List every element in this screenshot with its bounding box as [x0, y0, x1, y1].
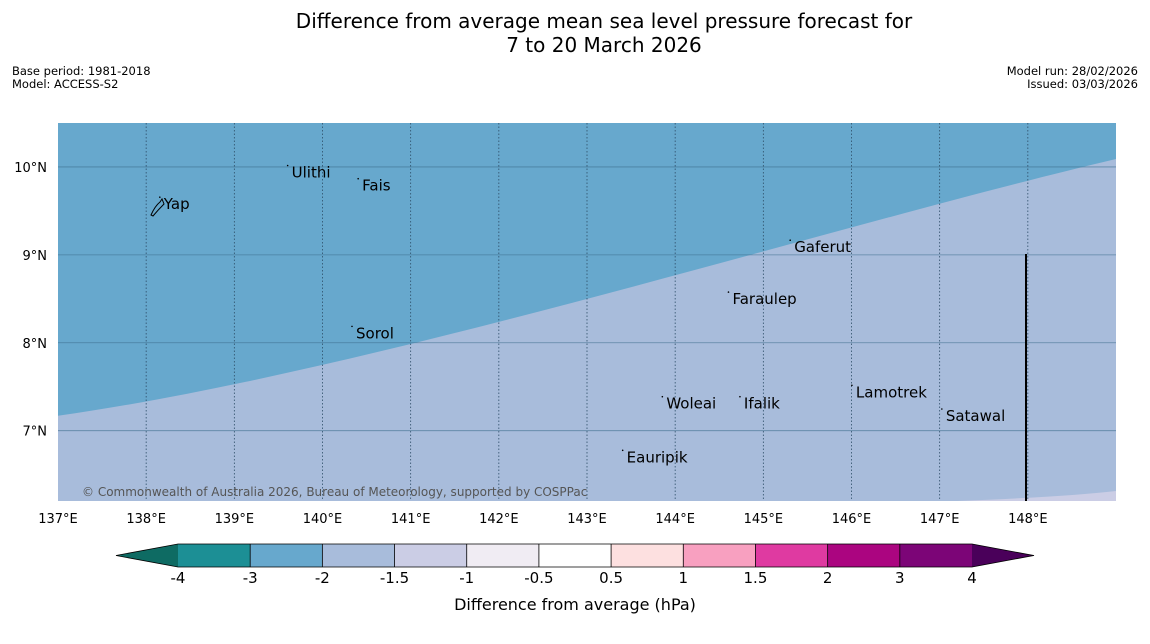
place-marker [941, 408, 943, 410]
colorbar-cell [683, 544, 756, 567]
run-info: Model run: 28/02/2026 Issued: 03/03/2026 [1007, 65, 1138, 91]
place-label: Sorol [356, 324, 394, 342]
place-marker [851, 384, 853, 387]
map-panel: Yap Ulithi Fais Gaferut Faraulep Sorol Lamotre… [58, 123, 1116, 501]
colorbar-cell [611, 544, 684, 567]
latitude-tick-label: 8°N [23, 337, 48, 352]
colorbar-cell [322, 544, 395, 567]
place-label: Eauripik [627, 448, 688, 466]
colorbar-cell [827, 544, 900, 567]
model-text: Model: ACCESS-S2 [12, 77, 119, 91]
longitude-tick-label: 141°E [391, 512, 431, 527]
graticule [58, 123, 1116, 501]
yap-island-outline [150, 197, 165, 217]
place-marker [286, 164, 289, 167]
colorbar-tick-label: 1 [678, 569, 688, 587]
copyright-text: © Commonwealth of Australia 2026, Bureau… [82, 485, 587, 499]
map-title: Difference from average mean sea level p… [0, 9, 1150, 57]
place-marker [727, 291, 730, 293]
colorbar-tick-label: 2 [823, 569, 833, 587]
title-line-2: 7 to 20 March 2026 [506, 33, 702, 57]
place-label: Satawal [946, 407, 1005, 425]
colorbar-tick-label: -3 [243, 569, 258, 587]
place-marker [789, 239, 791, 242]
colorbar-cell [394, 544, 467, 567]
colorbar-tick-label: -1.5 [380, 569, 409, 587]
colorbar-cell [538, 544, 612, 567]
place-marker [621, 449, 624, 452]
colorbar-cell [755, 544, 828, 567]
place-labels: Yap Ulithi Fais Gaferut Faraulep Sorol Lamotre… [159, 164, 1005, 466]
title-line-1: Difference from average mean sea level p… [295, 9, 913, 33]
place-label: Ifalik [744, 395, 780, 413]
longitude-tick-label: 143°E [567, 512, 607, 527]
place-label: Lamotrek [856, 383, 927, 401]
longitude-tick-label: 138°E [126, 512, 166, 527]
colorbar-tick-label: -0.5 [524, 569, 553, 587]
colorbar-cell [899, 544, 972, 567]
longitude-tick-label: 137°E [38, 512, 78, 527]
base-period-text: Base period: 1981-2018 [12, 64, 151, 78]
longitude-tick-label: 142°E [479, 512, 519, 527]
latitude-tick-label: 9°N [23, 249, 48, 264]
latitude-tick-label: 10°N [14, 161, 47, 176]
colorbar-tick-label: -1 [459, 569, 474, 587]
place-marker [357, 177, 359, 180]
place-label: Gaferut [794, 238, 851, 256]
colorbar-tick-label: 3 [895, 569, 905, 587]
place-marker [159, 196, 161, 198]
colorbar-outline [115, 543, 1035, 568]
place-label: Woleai [666, 395, 716, 413]
colorbar: -4 -3 -2 -1.5 -1 -0.5 0.5 1 1.5 2 3 4 [115, 543, 1035, 587]
place-marker [661, 395, 664, 398]
model-run-text: Model run: 28/02/2026 [1006, 64, 1138, 78]
longitude-tick-label: 145°E [744, 512, 784, 527]
colorbar-tick-label: 0.5 [599, 569, 623, 587]
colorbar-cell [250, 544, 323, 567]
colorbar-max-extension [972, 544, 1034, 567]
colorbar-cell [466, 544, 539, 567]
anomaly-zone-minus1-5 [957, 491, 1116, 501]
colorbar-tick-label: -2 [315, 569, 330, 587]
place-label: Fais [362, 177, 391, 195]
longitude-tick-label: 139°E [215, 512, 255, 527]
place-label: Ulithi [292, 164, 331, 182]
place-marker [739, 395, 741, 398]
colorbar-label: Difference from average (hPa) [454, 595, 696, 614]
place-label: Yap [163, 195, 190, 213]
longitude-tick-label: 146°E [832, 512, 872, 527]
longitude-tick-label: 147°E [920, 512, 960, 527]
axis-labels: 137°E 138°E 139°E 140°E 141°E 142°E 143°E 144°E… [14, 161, 1047, 527]
colorbar-min-extension [116, 544, 178, 567]
longitude-tick-label: 148°E [1008, 512, 1048, 527]
place-label: Faraulep [732, 290, 796, 308]
issued-text: Issued: 03/03/2026 [1027, 77, 1138, 91]
longitude-tick-label: 144°E [655, 512, 695, 527]
colorbar-tick-label: -4 [171, 569, 186, 587]
latitude-tick-label: 7°N [23, 425, 48, 440]
longitude-tick-label: 140°E [303, 512, 343, 527]
base-info: Base period: 1981-2018 Model: ACCESS-S2 [12, 65, 151, 91]
colorbar-tick-label: 4 [967, 569, 977, 587]
colorbar-tick-label: 1.5 [744, 569, 768, 587]
place-marker [351, 325, 353, 328]
colorbar-cell [178, 544, 251, 567]
